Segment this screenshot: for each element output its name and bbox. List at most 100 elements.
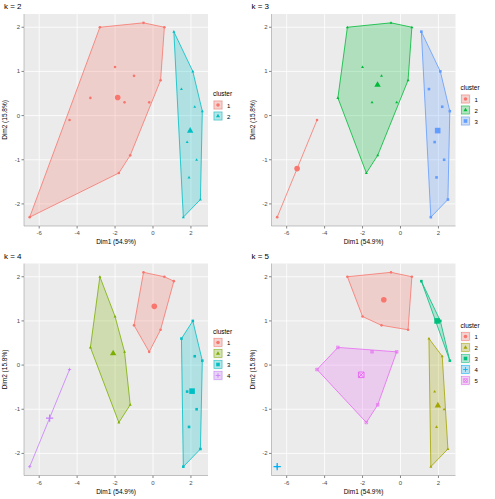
tick-mark [22, 320, 25, 321]
title: k = 4 [4, 252, 22, 261]
y-axis-title: Dim2 (15.8%) [249, 100, 257, 140]
legend-swatch [462, 344, 470, 352]
legend-symbol [463, 367, 468, 372]
cluster-center [434, 318, 440, 324]
cluster-center [46, 414, 53, 421]
point [182, 465, 185, 468]
y-axis-title: Dim2 (15.8%) [249, 350, 257, 390]
legend-title: cluster [461, 322, 481, 329]
point [159, 328, 162, 331]
legend-swatch [214, 361, 222, 369]
legend-swatch [214, 339, 222, 347]
point [123, 101, 126, 104]
cluster-center [374, 81, 380, 87]
grid-line [272, 320, 456, 321]
point [129, 154, 132, 157]
tick-label: 2 [437, 480, 441, 486]
point [28, 465, 31, 468]
legend-title: cluster [461, 84, 481, 91]
point [435, 425, 438, 428]
tick-label: 0 [264, 113, 268, 119]
point [276, 216, 279, 219]
tick-mark [269, 71, 272, 72]
legend-label: 1 [227, 103, 231, 109]
legend-key [213, 360, 223, 370]
legend-label: 3 [475, 119, 479, 125]
point [411, 275, 414, 278]
legend-label: 3 [227, 362, 231, 368]
tick-mark [269, 159, 272, 160]
point [98, 275, 101, 278]
point [129, 403, 132, 406]
legend-symbol [464, 119, 468, 123]
tick-label: 1 [17, 68, 21, 74]
y-axis-title: Dim2 (15.8%) [1, 350, 9, 390]
y-axis-line [271, 264, 272, 476]
panel: k = 4-6-4-202-2-1012Dim1 (54.9%)Dim2 (15… [1, 252, 233, 496]
legend-symbol [216, 103, 220, 107]
y-axis-line [24, 264, 25, 476]
point [433, 141, 436, 144]
point [193, 105, 196, 108]
point [193, 355, 196, 358]
tick-mark [269, 27, 272, 28]
legend-label: 4 [475, 367, 479, 373]
point [443, 408, 446, 411]
tick-label: 0 [17, 362, 21, 368]
plot-background [272, 264, 456, 476]
point [371, 351, 374, 354]
cluster-hull [30, 370, 70, 467]
point [365, 421, 368, 424]
tick-label: -1 [262, 157, 268, 163]
tick-mark [286, 226, 287, 229]
legend-symbol [464, 357, 468, 361]
point [163, 275, 166, 278]
plot-background [272, 14, 456, 226]
cluster-center [294, 166, 300, 172]
legend-swatch [462, 377, 470, 385]
grid-line [24, 453, 208, 454]
point [142, 22, 145, 25]
tick-label: -6 [37, 480, 43, 486]
point [361, 65, 364, 68]
point [376, 404, 379, 407]
tick-mark [269, 453, 272, 454]
tick-label: 2 [264, 274, 268, 280]
figure: k = 2-6-4-202-2-1012Dim1 (54.9%)Dim2 (15… [0, 0, 495, 499]
point [407, 328, 410, 331]
tick-mark [400, 226, 401, 229]
tick-label: -2 [15, 450, 21, 456]
tick-label: -1 [262, 406, 268, 412]
legend-key [461, 105, 471, 115]
point [163, 26, 166, 29]
point [188, 426, 191, 429]
cluster-center [115, 95, 121, 101]
cluster-hull [90, 277, 130, 423]
point [191, 70, 194, 73]
legend-key [461, 94, 471, 104]
tick-label: -4 [322, 480, 328, 486]
legend-key [461, 354, 471, 364]
panel: k = 5-6-4-202-2-1012Dim1 (54.9%)Dim2 (15… [249, 252, 481, 496]
tick-label: -6 [37, 230, 43, 236]
cluster-center [187, 127, 193, 133]
tick-mark [362, 226, 363, 229]
point [68, 119, 71, 122]
legend-symbol [216, 351, 220, 355]
point [159, 79, 162, 82]
point [371, 101, 374, 104]
tick-mark [286, 476, 287, 479]
tick-label: -4 [74, 480, 80, 486]
legend-symbol [464, 335, 468, 339]
grid-line [24, 276, 208, 277]
tick-label: 0 [17, 113, 21, 119]
tick-mark [152, 476, 153, 479]
tick-label: 0 [399, 480, 403, 486]
point [390, 21, 393, 24]
tick-mark [22, 71, 25, 72]
point [395, 351, 398, 354]
cluster-hull [317, 347, 397, 422]
legend-symbol [463, 345, 467, 349]
cluster-hull [134, 272, 174, 352]
x-axis-line [24, 226, 208, 227]
